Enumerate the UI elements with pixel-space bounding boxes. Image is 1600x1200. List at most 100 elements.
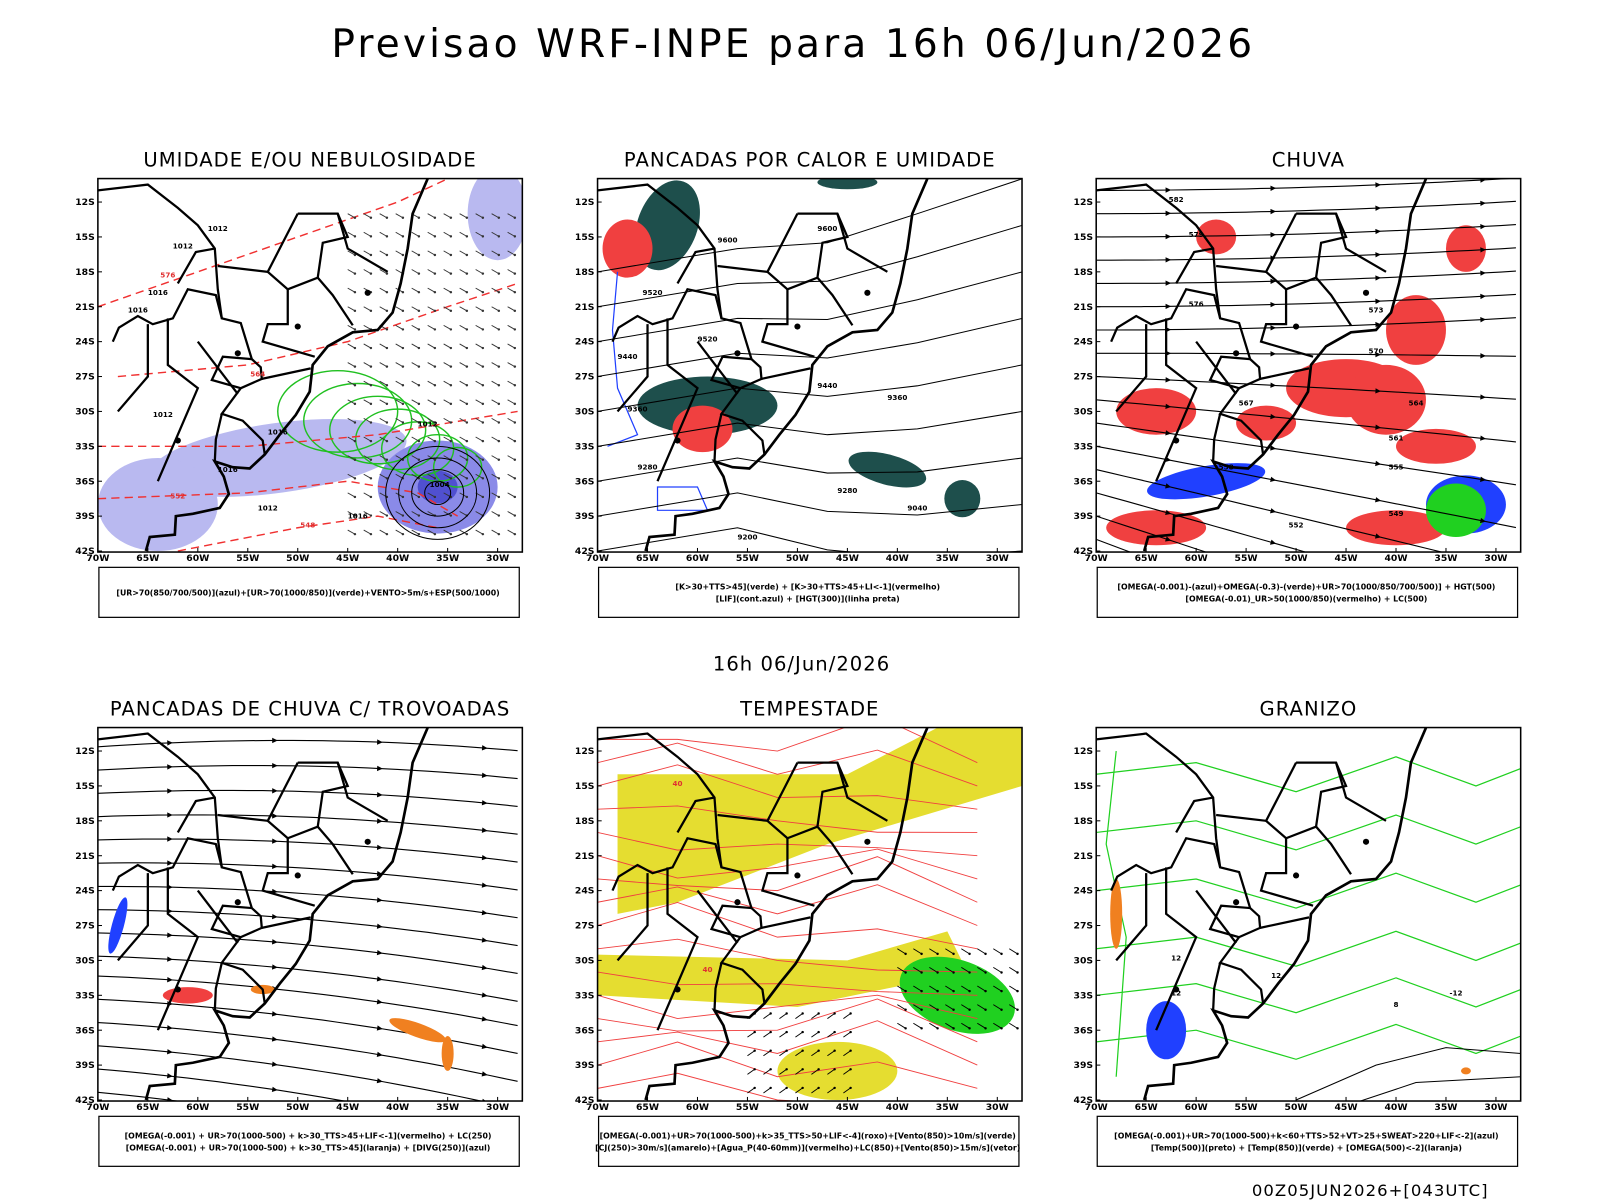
contour-label: 1012	[208, 224, 228, 233]
wind-vector	[929, 1022, 938, 1029]
lat-label: 27S	[575, 372, 595, 383]
wind-vector-head	[417, 290, 421, 294]
contour-label: 582	[1169, 195, 1184, 204]
border	[676, 796, 715, 834]
temp850-contour	[1096, 872, 1521, 909]
stream-arrow	[1480, 178, 1486, 183]
thickness-line	[97, 410, 518, 448]
lon-label: 50W	[286, 553, 309, 564]
border	[196, 889, 239, 944]
wind-vector-head	[465, 458, 469, 461]
wind-vector-head	[401, 384, 405, 387]
wind-vector	[411, 455, 420, 461]
wind-vector-head	[401, 439, 405, 443]
rain-area	[1396, 428, 1476, 464]
lon-label: 55W	[236, 1102, 259, 1113]
border	[1259, 838, 1314, 907]
stream-arrow	[481, 937, 488, 943]
lat-label: 36S	[75, 476, 95, 487]
contour-label: -12	[1449, 988, 1462, 997]
border	[696, 889, 739, 944]
stream-arrow	[377, 739, 383, 745]
wind-vector-head	[449, 290, 453, 294]
wind-vector-head	[385, 346, 389, 350]
lon-label: 55W	[736, 1102, 759, 1113]
wind-vector-head	[465, 309, 469, 313]
coastline	[1142, 178, 1428, 552]
border	[261, 916, 311, 929]
lon-label: 55W	[736, 553, 759, 564]
stream-arrow	[377, 1103, 383, 1108]
contour-label: 1012	[418, 420, 438, 429]
lon-label: 35W	[1434, 553, 1457, 564]
storm-area	[389, 1018, 446, 1043]
wind-vector	[395, 362, 404, 368]
instability-area	[602, 219, 653, 278]
wind-vector-head	[401, 328, 405, 331]
wind-vector	[459, 455, 468, 461]
wind-vector	[395, 436, 404, 442]
wind-vector	[427, 399, 436, 405]
stream-arrow	[167, 836, 173, 842]
thickness-line	[97, 480, 459, 517]
lat-label: 36S	[1074, 476, 1094, 487]
wind-vector	[491, 287, 500, 293]
wind-vector	[363, 306, 372, 312]
wind-vector	[459, 324, 468, 330]
contour-label: 1016	[218, 465, 238, 474]
lon-label: 50W	[786, 1102, 809, 1113]
stream-arrow	[1375, 228, 1382, 235]
lat-label: 30S	[75, 407, 95, 418]
lat-label: 39S	[575, 511, 595, 522]
wind-vector	[459, 436, 468, 442]
wind-vector	[347, 436, 356, 442]
wind-vector-head	[385, 253, 389, 257]
border	[836, 762, 888, 822]
wind-vector	[443, 362, 452, 368]
wind-vector	[411, 324, 420, 330]
wind-vector-head	[369, 458, 373, 461]
wind-vector	[811, 1087, 819, 1094]
border	[836, 213, 888, 273]
wind-vector	[491, 250, 500, 256]
coastline	[144, 727, 429, 1101]
stream-arrow	[1165, 403, 1172, 409]
rain-area	[1386, 295, 1446, 365]
wind-vector-head	[497, 514, 501, 517]
wind-vector-head	[936, 1008, 939, 1011]
legend-box	[98, 566, 520, 618]
convection-area	[848, 451, 927, 488]
stream-arrow	[1165, 233, 1172, 240]
wind-vector-head	[481, 346, 485, 350]
wind-vector	[443, 380, 452, 386]
wind-vector	[363, 231, 372, 237]
stream-arrow	[376, 949, 383, 956]
lat-label: 33S	[575, 441, 595, 452]
humidity-contour	[303, 382, 413, 459]
contour-label: 9040	[907, 503, 927, 512]
contour-label: 9440	[618, 352, 638, 361]
wind-vector	[347, 231, 356, 237]
wind-vector	[507, 418, 516, 423]
wind-vector	[779, 1050, 787, 1057]
wind-vector	[459, 287, 468, 293]
wind-vector	[507, 324, 516, 330]
wind-vector-head	[369, 439, 373, 443]
border	[156, 318, 200, 482]
wind-vector	[475, 362, 484, 368]
height-contour	[597, 317, 1023, 378]
stream-arrow	[1271, 554, 1277, 559]
contour-label: 12	[1171, 953, 1181, 962]
wind-vector-head	[952, 952, 955, 956]
wind-vector-head	[497, 439, 501, 443]
border	[1215, 264, 1267, 273]
wind-vector	[491, 380, 500, 386]
lon-label: 55W	[236, 553, 259, 564]
wind-vector	[363, 343, 372, 349]
stream-arrow	[1375, 321, 1382, 328]
stream-arrow	[376, 792, 383, 798]
wind-vector-head	[449, 384, 453, 387]
stream-arrow	[1480, 394, 1486, 400]
wind-vector-head	[369, 365, 373, 368]
lat-label: 42S	[1074, 1095, 1094, 1106]
